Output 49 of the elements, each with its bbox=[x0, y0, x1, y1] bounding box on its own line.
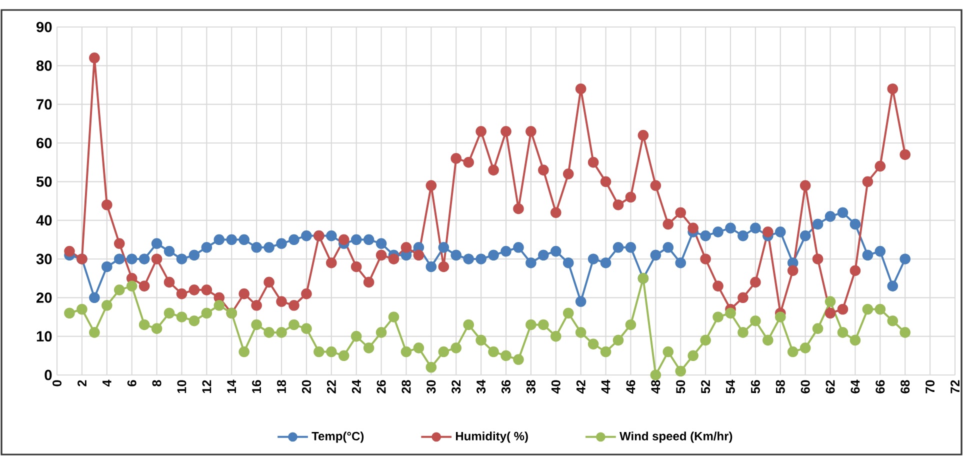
x-tick-label: 38 bbox=[526, 380, 536, 394]
x-tick-label: 0 bbox=[52, 380, 62, 386]
x-tick-label: 50 bbox=[676, 380, 686, 394]
y-tick-label: 20 bbox=[36, 292, 52, 303]
x-tick-label: 62 bbox=[826, 380, 835, 394]
x-tick-label: 14 bbox=[227, 380, 236, 393]
x-tick-label: 2 bbox=[78, 380, 86, 386]
x-tick-label: 22 bbox=[326, 380, 336, 394]
legend-label: Humidity( %) bbox=[456, 432, 528, 443]
legend-label: Temp(°C) bbox=[312, 432, 364, 443]
y-tick-label: 90 bbox=[36, 22, 52, 32]
y-tick-label: 50 bbox=[36, 176, 52, 187]
x-tick-label: 4 bbox=[102, 380, 112, 387]
y-tick-label: 80 bbox=[36, 60, 52, 71]
x-tick-label: 42 bbox=[576, 380, 586, 394]
x-tick-label: 72 bbox=[950, 380, 960, 394]
y-tick-label: 40 bbox=[36, 215, 52, 226]
x-tick-label: 64 bbox=[850, 380, 860, 394]
x-tick-label: 34 bbox=[476, 380, 486, 394]
x-tick-label: 68 bbox=[900, 380, 910, 394]
x-tick-label: 32 bbox=[452, 380, 461, 394]
y-tick-label: 70 bbox=[36, 99, 52, 110]
x-tick-label: 46 bbox=[626, 380, 636, 394]
y-tick-label: 10 bbox=[36, 331, 52, 342]
y-tick-label: 30 bbox=[36, 254, 52, 264]
x-tick-label: 26 bbox=[376, 380, 386, 394]
x-tick-label: 52 bbox=[701, 380, 710, 394]
x-tick-label: 40 bbox=[551, 380, 560, 394]
x-tick-label: 36 bbox=[502, 380, 510, 394]
x-tick-label: 16 bbox=[252, 380, 262, 393]
x-tick-label: 30 bbox=[426, 380, 436, 394]
x-tick-label: 8 bbox=[152, 380, 162, 386]
x-tick-label: 44 bbox=[601, 380, 610, 394]
x-tick-label: 12 bbox=[202, 380, 212, 393]
y-tick-label: 60 bbox=[36, 138, 52, 148]
x-tick-label: 48 bbox=[651, 380, 660, 394]
x-tick-label: 58 bbox=[776, 380, 785, 394]
x-tick-label: 24 bbox=[352, 380, 361, 394]
x-tick-label: 10 bbox=[177, 380, 186, 393]
x-tick-label: 70 bbox=[926, 380, 935, 394]
x-tick-label: 60 bbox=[800, 380, 810, 394]
x-tick-label: 66 bbox=[876, 380, 885, 394]
legend-label: Wind speed (Km/hr) bbox=[620, 432, 732, 443]
x-tick-label: 6 bbox=[127, 380, 136, 386]
x-tick-label: 20 bbox=[302, 380, 311, 394]
x-tick-label: 56 bbox=[750, 380, 760, 394]
x-tick-label: 18 bbox=[277, 380, 286, 393]
x-tick-label: 28 bbox=[402, 380, 411, 394]
x-tick-label: 54 bbox=[726, 380, 735, 394]
